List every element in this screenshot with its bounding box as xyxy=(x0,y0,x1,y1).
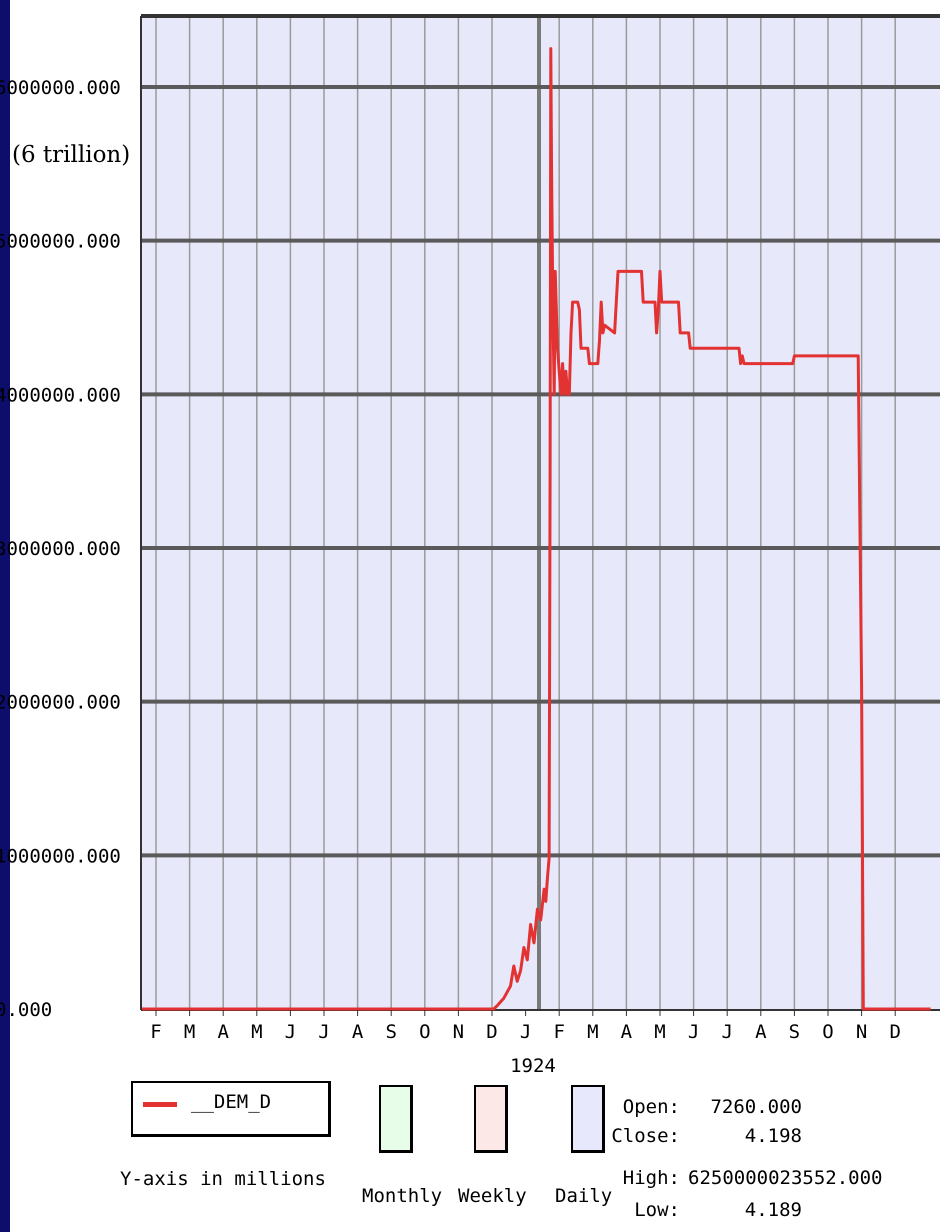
x-tick-label: J xyxy=(285,1021,296,1043)
x-tick-label: M xyxy=(587,1021,598,1043)
series-line-0 xyxy=(142,47,931,1011)
low-value: 4.189 xyxy=(744,1199,802,1221)
x-tick-label: S xyxy=(385,1021,396,1043)
x-tick-label: J xyxy=(688,1021,699,1043)
x-tick-label: D xyxy=(486,1021,497,1043)
monthly-swatch[interactable] xyxy=(379,1085,413,1153)
x-tick-label: M xyxy=(184,1021,195,1043)
x-tick-label: J xyxy=(520,1021,531,1043)
monthly-label: Monthly xyxy=(362,1185,443,1207)
low-label: Low: xyxy=(634,1199,680,1221)
x-tick-label: O xyxy=(822,1021,833,1043)
daily-label: Daily xyxy=(555,1185,613,1207)
y-tick-label: 4000000.000 xyxy=(0,384,121,406)
legend-series-label: __DEM_D xyxy=(191,1091,272,1113)
x-tick-label: O xyxy=(419,1021,430,1043)
minor-gridlines xyxy=(155,16,896,1010)
y-tick-label: 2000000.000 xyxy=(0,692,121,714)
y-tick-label: 1000000.000 xyxy=(0,845,121,867)
x-tick-label: D xyxy=(889,1021,900,1043)
open-value: 7260.000 xyxy=(710,1096,802,1118)
y-tick-label: 6000000.000 xyxy=(0,77,121,99)
y-axis-note: Y-axis in millions xyxy=(120,1168,326,1190)
y-tick-label: 3000000.000 xyxy=(0,538,121,560)
daily-swatch[interactable] xyxy=(571,1085,605,1153)
x-tick-label: A xyxy=(352,1021,364,1043)
high-label: High: xyxy=(622,1167,680,1189)
six-trillion-annotation: (6 trillion) xyxy=(12,142,130,168)
x-tick-label: M xyxy=(251,1021,262,1043)
legend-series-box: __DEM_D xyxy=(131,1081,331,1137)
x-tick-label: F xyxy=(150,1021,161,1043)
high-value: 6250000023552.000 xyxy=(688,1167,883,1189)
x-tick-label: S xyxy=(789,1021,800,1043)
x-tick-label: N xyxy=(453,1021,464,1043)
x-tick-label: J xyxy=(318,1021,329,1043)
year-label: 1924 xyxy=(510,1055,556,1077)
x-tick-label: F xyxy=(553,1021,564,1043)
x-tick-label: N xyxy=(856,1021,867,1043)
x-tick-label: J xyxy=(721,1021,732,1043)
x-tick-label: A xyxy=(755,1021,767,1043)
open-label: Open: xyxy=(622,1096,680,1118)
x-tick-label: A xyxy=(621,1021,633,1043)
x-tick-label: M xyxy=(654,1021,665,1043)
series-layer xyxy=(142,47,931,1011)
x-tick-label: A xyxy=(217,1021,229,1043)
y-tick-label: 0.000 xyxy=(0,999,52,1021)
legend-line-swatch xyxy=(143,1102,177,1107)
close-label: Close: xyxy=(611,1125,680,1147)
weekly-swatch[interactable] xyxy=(474,1085,508,1153)
major-gridlines xyxy=(140,14,940,1011)
weekly-label: Weekly xyxy=(458,1185,527,1207)
left-edge-bar xyxy=(0,0,10,1232)
close-value: 4.198 xyxy=(744,1125,802,1147)
y-axis-labels: 0.000 1000000.000 2000000.000 3000000.000 40… xyxy=(0,77,121,1021)
y-tick-label: 5000000.000 xyxy=(0,231,121,253)
chart: 0.000 1000000.000 2000000.000 3000000.000 40… xyxy=(0,14,940,1077)
